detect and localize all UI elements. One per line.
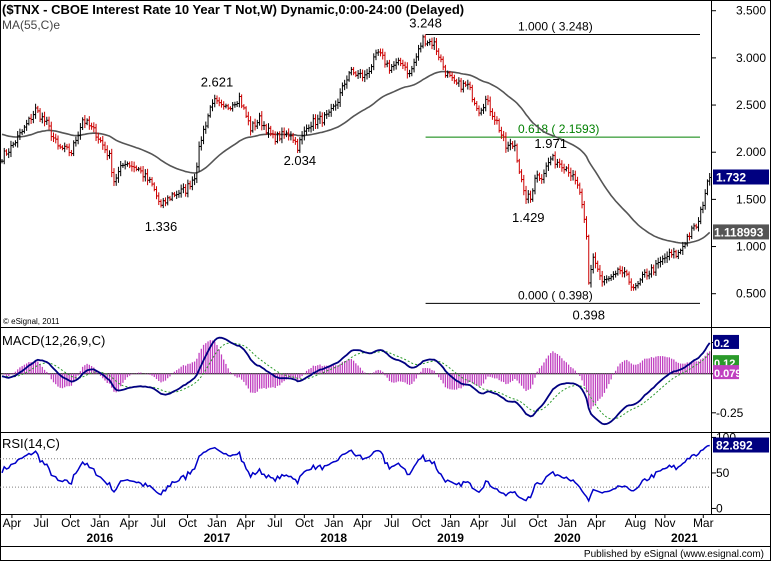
time-month-label: Aug [625,516,646,530]
fib-label: 0.000 ( 0.398) [518,288,593,302]
time-month-label: Jul [501,516,516,530]
rsi-line [1,444,710,503]
macd-histogram [3,340,711,410]
time-month-label: Apr [587,516,606,530]
macd-label: MACD(12,26,9,C) [2,333,105,348]
time-month-label: Jan [207,516,226,530]
price-tick-label: 3.000 [736,51,766,65]
time-month-label: Oct [178,516,197,530]
price-tick-label: 1.000 [736,240,766,254]
last-price-value: 1.732 [716,170,746,184]
price-tick-label: 3.500 [736,4,766,18]
chart-title: ($TNX - CBOE Interest Rate 10 Year T Not… [2,2,464,17]
time-month-label: Nov [654,516,675,530]
ma-legend-label: MA(55,C)e [2,18,60,32]
ma-value-badge-bg [713,224,769,240]
rsi-value: 82.892 [716,439,753,453]
price-axis: 0.500 1.000 1.500 2.000 2.500 3.000 3.500 [711,4,766,301]
footer-publisher: Published by eSignal (www.esignal.com) [584,549,764,560]
time-month-label: Oct [529,516,548,530]
time-month-label: Apr [470,516,489,530]
time-month-label: Jul [267,516,282,530]
time-year-label: 2017 [204,531,231,545]
time-month-label: Jul [384,516,399,530]
time-month-label: Jul [33,516,48,530]
price-tick-label: 2.500 [736,98,766,112]
esignal-copyright: © eSignal, 2011 [3,317,60,326]
rsi-value-badge: 82.892 [713,437,769,453]
macd-value-badge-text: 0.2 [714,338,729,350]
price-annotation: 3.248 [409,15,442,30]
rsi-label: RSI(14,C) [2,436,60,451]
time-year-label: 2016 [87,531,114,545]
price-tick-label: 0.500 [736,287,766,301]
price-tick-label: 1.500 [736,192,766,206]
time-month-label: Jan [441,516,460,530]
time-year-label: 2021 [671,531,698,545]
time-year-label: 2019 [437,531,464,545]
ma-value-badge: 1.118993 [713,224,769,240]
time-month-label: Oct [295,516,314,530]
time-month-label: Jan [558,516,577,530]
price-annotation: 1.336 [145,219,178,234]
time-year-label: 2018 [320,531,347,545]
rsi-tick-label: 0 [716,501,723,515]
fibonacci-levels: 1.000 ( 3.248) 0.618 ( 2.1593) 0.000 ( 0.3… [425,19,700,304]
price-annotations: 3.248 2.621 2.034 1.336 1.971 1.429 0.398 [145,15,605,322]
macd-value-badges: 0.20.120.079 [713,334,742,380]
last-price-badge: 1.732 [713,169,769,185]
rsi-tick-label: 50 [716,466,730,480]
time-month-label: Apr [120,516,139,530]
time-year-label: 2020 [554,531,581,545]
time-month-label: Mar [693,516,714,530]
macd-signal-line [1,342,711,420]
price-annotation: 1.429 [512,210,545,225]
time-month-label: Jul [150,516,165,530]
price-bars [0,34,712,291]
ma-value: 1.118993 [714,225,764,239]
price-annotation: 0.398 [572,307,605,322]
time-month-label: Jan [90,516,109,530]
price-annotation: 2.034 [284,153,317,168]
ma-55-line [1,70,711,244]
time-axis: Apr Jul Oct Jan Apr Jul Oct Jan Apr Jul Oct Jan Apr J… [3,514,714,545]
macd-value-badge-text: 0.079 [714,368,742,380]
time-month-label: Apr [236,516,255,530]
fib-label: 0.618 ( 2.1593) [518,122,599,136]
rsi-value-badge-bg [713,437,769,453]
time-month-label: Oct [412,516,431,530]
price-annotation: 1.971 [534,136,567,151]
price-tick-label: 2.000 [736,145,766,159]
price-pane: 1.000 ( 3.248) 0.618 ( 2.1593) 0.000 ( 0.3… [0,2,769,326]
price-annotation: 2.621 [201,75,234,90]
macd-line [1,336,711,426]
time-month-label: Jan [324,516,343,530]
macd-pane: 0.20-0.25 0.20.120.079 MACD(12,26,9,C) [0,333,744,426]
fib-label: 1.000 ( 3.248) [518,19,593,33]
time-month-label: Oct [61,516,80,530]
time-month-label: Apr [3,516,22,530]
macd-value-badge-bg [713,334,739,349]
last-price-badge-bg [713,169,769,185]
time-month-label: Apr [353,516,372,530]
macd-tick-label: -0.25 [716,406,744,420]
macd-value-badge-bg [713,365,739,380]
